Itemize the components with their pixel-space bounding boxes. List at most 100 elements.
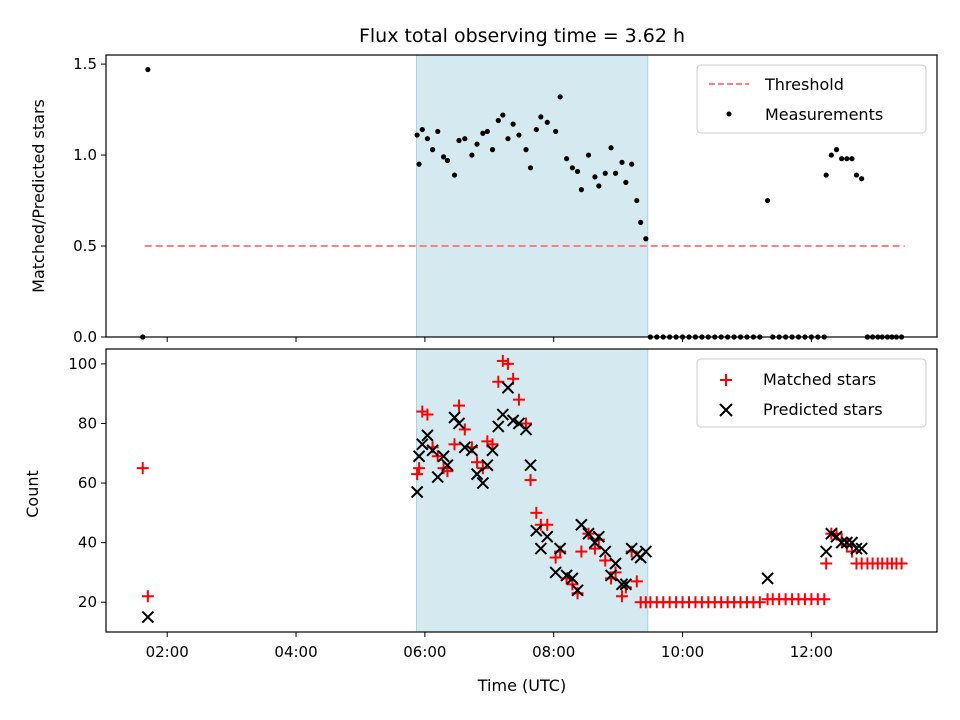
x-tick-label: 06:00 <box>403 643 446 661</box>
predicted-star-point <box>541 530 554 543</box>
measurement-point <box>574 168 581 175</box>
measurement-point <box>859 176 865 182</box>
top-legend-box <box>696 64 927 134</box>
measurement-point <box>608 145 614 151</box>
measurement-point <box>484 128 490 135</box>
bottom-legend: Matched stars Predicted stars <box>696 358 927 428</box>
matched-star-point <box>441 465 454 478</box>
predicted-star-point <box>481 458 494 472</box>
matched-star-point <box>588 542 601 555</box>
measurement-point <box>430 147 436 153</box>
top-y-tick-label: 0.5 <box>73 237 97 255</box>
predicted-star-point <box>501 381 515 394</box>
predicted-star-point <box>845 536 859 549</box>
measurement-point <box>435 128 441 135</box>
predicted-star-point <box>639 545 653 558</box>
measurement-point <box>474 141 480 147</box>
measurement-point <box>844 156 850 162</box>
predicted-star-point <box>448 411 461 424</box>
top-legend: Threshold Measurements <box>696 64 927 134</box>
matched-star-point <box>496 354 509 367</box>
measurement-point <box>578 187 585 193</box>
matched-star-point <box>599 554 612 567</box>
measurement-point <box>592 174 598 180</box>
matched-star-point <box>136 462 149 475</box>
measurement-point <box>495 117 501 124</box>
measurement-point <box>629 161 635 167</box>
predicted-star-point <box>560 569 573 582</box>
top-observing-window <box>415 54 649 338</box>
measurement-point <box>462 136 468 142</box>
measurement-point <box>516 132 522 138</box>
predicted-star-point <box>452 417 466 430</box>
measurement-point <box>828 152 834 158</box>
measurement-point <box>849 156 855 162</box>
predicted-star-point <box>431 470 444 484</box>
predicted-star-point <box>604 569 618 582</box>
measurement-point <box>505 136 511 142</box>
predicted-star-point <box>534 542 548 555</box>
matched-star-point <box>458 423 471 436</box>
matched-star-point <box>609 566 622 579</box>
measurement-point <box>440 154 447 160</box>
figure-title: Flux total observing time = 3.62 h <box>359 25 685 47</box>
bottom-panel: 20 40 60 80 100 02:00 04:00 06:00 08:00 10:00 12:… <box>23 348 938 695</box>
predicted-star-point <box>850 542 863 555</box>
x-tick-label: 10:00 <box>661 643 704 661</box>
measurement-point <box>553 128 559 135</box>
measurement-point <box>533 126 539 133</box>
measurement-point <box>414 132 420 138</box>
top-y-tick-label: 1.5 <box>73 55 97 73</box>
measurement-point <box>419 126 425 133</box>
measurement-point <box>596 183 602 189</box>
predicted-star-point <box>575 518 588 531</box>
matched-star-point <box>520 417 533 430</box>
predicted-star-point <box>426 444 439 457</box>
predicted-star-point <box>410 485 424 499</box>
bottom-series-1 <box>141 381 868 624</box>
top-y-axis-label: Matched/Predicted stars <box>29 99 48 293</box>
predicted-star-point <box>599 545 612 558</box>
x-tick-label: 02:00 <box>146 643 189 661</box>
predicted-star-point <box>496 408 510 421</box>
measurement-point <box>833 147 840 153</box>
predicted-star-point <box>465 444 479 457</box>
measurement-point <box>569 165 575 171</box>
matched-star-point <box>421 408 434 421</box>
bottom-observing-window <box>415 348 649 633</box>
predicted-star-point <box>506 414 520 427</box>
predicted-star-point <box>421 429 434 442</box>
predicted-star-point <box>458 441 472 454</box>
predicted-star-point <box>615 578 629 591</box>
measurement-point <box>839 156 845 162</box>
top-y-tick-label: 0.0 <box>73 328 97 346</box>
measurement-point <box>634 197 640 204</box>
matched-star-point <box>431 450 444 463</box>
predicted-star-point <box>588 536 602 549</box>
predicted-star-point <box>761 572 774 585</box>
matched-star-point <box>492 375 505 388</box>
predicted-star-point <box>819 545 833 558</box>
legend-predicted-swatch <box>719 403 733 417</box>
measurement-point <box>638 219 644 225</box>
predicted-star-point <box>141 610 155 624</box>
measurement-point <box>469 152 475 158</box>
measurement-point <box>424 136 431 142</box>
measurement-point <box>500 112 506 118</box>
matched-star-point <box>630 575 643 588</box>
measurement-point <box>585 152 592 158</box>
matched-star-point <box>453 399 466 412</box>
matched-star-point <box>524 474 537 487</box>
matched-star-point <box>512 393 525 406</box>
predicted-star-point <box>619 578 633 591</box>
x-tick-label: 04:00 <box>274 643 317 661</box>
bottom-y-tick-label: 20 <box>78 593 97 611</box>
predicted-star-point <box>486 444 499 457</box>
matched-star-point <box>476 462 489 475</box>
measurement-point <box>612 170 619 176</box>
matched-star-point <box>895 557 908 570</box>
measurement-point <box>416 161 422 167</box>
measurement-point <box>527 165 534 171</box>
matched-star-point <box>141 590 154 603</box>
